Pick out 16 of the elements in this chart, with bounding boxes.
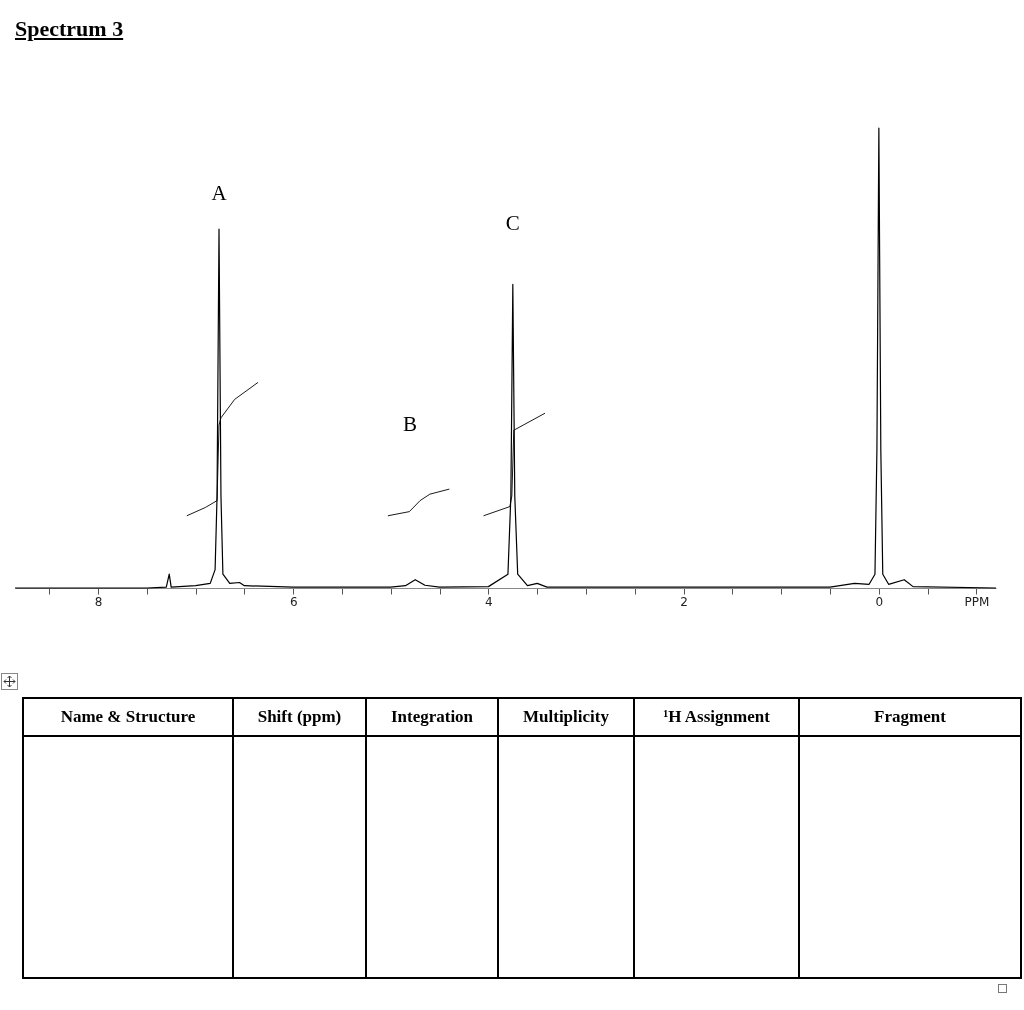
x-tick-label: 4 (485, 594, 493, 609)
chart-title: Spectrum 3 (15, 16, 124, 42)
annotation: B (402, 412, 418, 436)
x-tick-label: 8 (94, 594, 103, 609)
text: Shift (ppm) (233, 698, 366, 736)
text: Multiplicity (498, 698, 634, 736)
text: Name & Structure (23, 698, 233, 736)
x-tick-label: 0 (875, 594, 884, 609)
x-tick-label: 2 (680, 594, 688, 609)
text: Fragment (799, 698, 1021, 736)
annotation: A (211, 181, 228, 206)
annotation: C (505, 211, 520, 236)
text: Integration (366, 698, 498, 736)
text: ¹H Assignment (634, 698, 799, 736)
x-tick-label: 6 (289, 594, 298, 609)
x-tick-label: PPM (964, 594, 990, 609)
